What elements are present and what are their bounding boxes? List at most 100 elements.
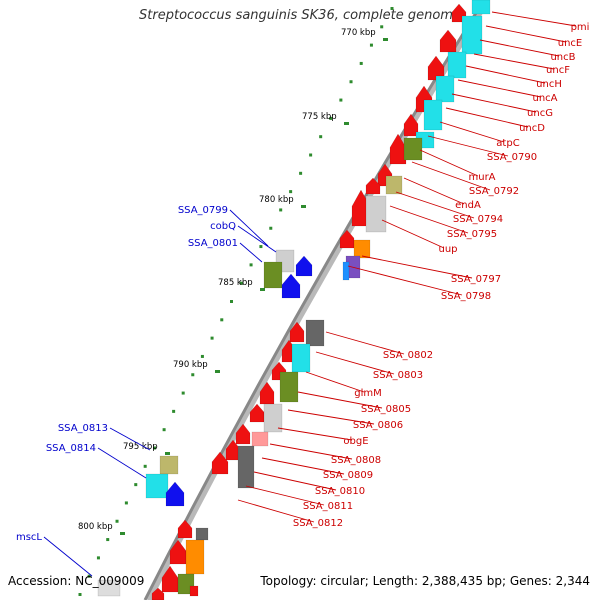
gene-rect: [423, 99, 443, 131]
gene-rect: [263, 261, 283, 289]
gene-arrow: [289, 321, 305, 343]
map-title: Streptococcus sanguinis SK36, complete g…: [139, 8, 461, 23]
gene-label: endA: [455, 200, 481, 211]
leader-line: [325, 331, 405, 355]
gene-arrow: [295, 255, 313, 277]
gene-label: SSA_0809: [323, 470, 373, 481]
gene-rect: [447, 51, 467, 79]
gene-label: SSA_0799: [178, 205, 228, 216]
leader-line: [491, 11, 577, 27]
scale-dot: [181, 391, 185, 395]
leader-line: [237, 225, 277, 253]
gene-rect: [305, 319, 325, 347]
gene-label: SSA_0797: [451, 274, 501, 285]
scale-dot: [106, 538, 110, 542]
scale-dot: [220, 318, 224, 322]
kbp-tick: [301, 205, 306, 208]
gene-rect: [461, 15, 483, 55]
gene-label: obgE: [343, 436, 368, 447]
gene-label: SSA_0795: [447, 229, 497, 240]
gene-label: SSA_0806: [353, 420, 403, 431]
scale-dot: [210, 336, 214, 340]
gene-arrow: [389, 133, 407, 165]
gene-rect: [435, 75, 455, 103]
gene-rect: [279, 371, 299, 403]
gene-arrow: [249, 403, 265, 423]
gene-label: murA: [468, 172, 495, 183]
leader-line: [347, 265, 463, 296]
scale-dot: [115, 519, 119, 523]
gene-rect: [251, 431, 269, 447]
leader-line: [109, 427, 151, 451]
leader-line: [297, 391, 383, 409]
scale-dot: [172, 409, 176, 413]
leader-line: [439, 121, 505, 143]
gene-rect: [403, 137, 423, 161]
kbp-label: 775 kbp: [302, 112, 337, 122]
genome-summary: Topology: circular; Length: 2,388,435 bp…: [260, 574, 590, 588]
scale-dot: [87, 574, 91, 578]
gene-rect: [365, 195, 387, 233]
scale-dot: [230, 300, 233, 303]
gene-label: uup: [438, 244, 457, 255]
scale-dot: [390, 7, 394, 10]
kbp-label: 785 kbp: [218, 278, 253, 288]
gene-label: SSA_0810: [315, 486, 365, 497]
leader-line: [287, 409, 375, 425]
accession-label: Accession: NC_009009: [8, 574, 145, 588]
gene-arrow: [281, 273, 301, 299]
gene-arrow: [177, 519, 193, 539]
leader-line: [269, 443, 353, 460]
leader-line: [43, 536, 93, 577]
gene-arrow: [365, 177, 381, 195]
scale-dot: [153, 446, 157, 450]
leader-line: [389, 205, 469, 234]
kbp-tick: [120, 532, 125, 535]
leader-line: [451, 93, 537, 113]
gene-label: SSA_0805: [361, 404, 411, 415]
leader-line: [229, 209, 269, 247]
gene-label: glmM: [354, 388, 382, 399]
gene-label: SSA_0808: [331, 455, 381, 466]
scale-dot: [369, 43, 373, 47]
backbone-shadow: [144, 0, 490, 600]
gene-label: cobQ: [210, 221, 236, 232]
leader-line: [277, 427, 353, 441]
gene-label: uncA: [532, 93, 557, 104]
scale-dot: [143, 464, 147, 468]
scale-dot: [279, 208, 283, 212]
gene-arrow: [151, 587, 165, 600]
gene-rect: [353, 239, 371, 259]
scale-dot: [134, 483, 138, 487]
kbp-tick: [215, 370, 220, 373]
kbp-label: 795 kbp: [123, 442, 158, 452]
kbp-tick: [260, 288, 265, 291]
gene-label: uncE: [558, 38, 583, 49]
gene-label: SSA_0812: [293, 518, 343, 529]
leader-line: [239, 242, 263, 263]
leader-line: [245, 485, 325, 506]
leader-line: [473, 53, 555, 70]
gene-label: uncG: [527, 108, 553, 119]
leader-line: [361, 255, 473, 279]
gene-arrow: [211, 451, 229, 475]
backbone-line: [143, 0, 486, 600]
gene-rect: [185, 539, 205, 575]
gene-arrow: [439, 29, 457, 53]
scale-dot: [124, 501, 128, 505]
scale-dot: [162, 428, 166, 432]
gene-rect: [291, 343, 311, 373]
leader-line: [411, 161, 491, 191]
scale-dot: [359, 61, 363, 65]
leader-line: [305, 371, 365, 393]
gene-rect: [97, 579, 121, 597]
kbp-label: 800 kbp: [78, 522, 113, 532]
scale-dot: [349, 80, 353, 84]
gene-arrow: [403, 113, 419, 137]
gene-label: pmi: [571, 22, 590, 33]
gene-label: SSA_0790: [487, 152, 537, 163]
leader-line: [97, 447, 147, 479]
gene-label: uncD: [519, 123, 545, 134]
